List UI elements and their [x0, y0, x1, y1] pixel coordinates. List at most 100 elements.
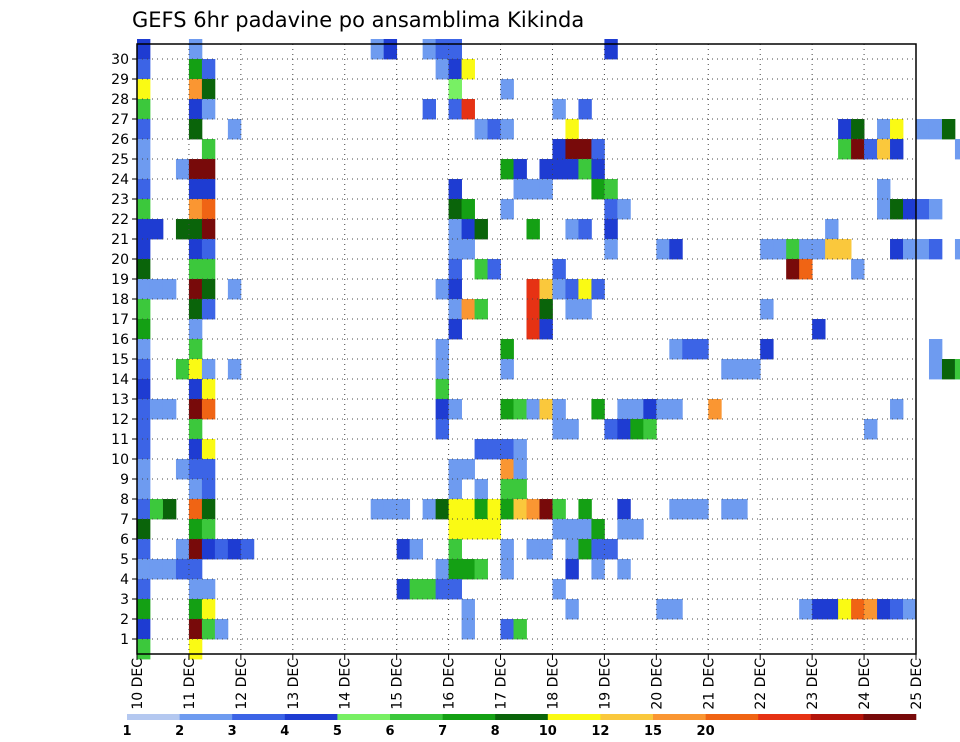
heatmap-cell: [188, 279, 203, 300]
heatmap-cell: [604, 199, 618, 220]
heatmap-cell: [201, 259, 216, 280]
heatmap-cell: [825, 599, 839, 620]
heatmap-cell: [435, 559, 449, 580]
heatmap-cell: [565, 299, 579, 320]
colorbar-label: 1: [122, 724, 131, 739]
heatmap-cell: [188, 79, 203, 100]
colorbar-label: 5: [333, 724, 342, 739]
heatmap-cell: [617, 559, 631, 580]
heatmap-cell: [461, 199, 475, 220]
heatmap-cell: [201, 179, 216, 200]
heatmap-cell: [188, 39, 203, 60]
heatmap-cell: [552, 499, 566, 520]
colorbar-label: 20: [697, 724, 715, 739]
x-tick-label: 25 DEC: [909, 658, 925, 710]
heatmap-cell: [526, 319, 540, 340]
heatmap-cell: [500, 539, 514, 560]
heatmap-cell: [188, 259, 203, 280]
y-tick-label: 16: [111, 332, 129, 348]
heatmap-cell: [137, 59, 151, 80]
heatmap-cell: [630, 419, 644, 440]
heatmap-cell: [565, 599, 579, 620]
heatmap-cell: [448, 459, 462, 480]
heatmap-cell: [903, 599, 917, 620]
heatmap-cell: [669, 599, 683, 620]
y-tick-label: 7: [120, 512, 129, 528]
heatmap-cell: [461, 299, 475, 320]
heatmap-cell: [137, 119, 151, 140]
heatmap-cell: [448, 239, 462, 260]
heatmap-cell: [928, 199, 943, 220]
heatmap-cell: [513, 619, 527, 640]
heatmap-cell: [137, 559, 151, 580]
heatmap-cell: [669, 239, 683, 260]
heatmap-cell: [747, 359, 761, 380]
heatmap-cell: [851, 599, 865, 620]
heatmap-cell: [812, 599, 826, 620]
heatmap-cell: [630, 399, 644, 420]
heatmap-cell: [461, 519, 475, 540]
colorbar-segment: [653, 714, 706, 720]
heatmap-cell: [149, 499, 164, 520]
heatmap-cell: [137, 439, 151, 460]
heatmap-cell: [201, 79, 216, 100]
heatmap-cell: [448, 199, 462, 220]
heatmap-cell: [227, 539, 242, 560]
heatmap-cell: [916, 239, 930, 260]
heatmap-cell: [851, 119, 865, 140]
heatmap-cell: [941, 119, 956, 140]
y-axis-ticks: 1234567891011121314151617181920212223242…: [111, 52, 137, 648]
heatmap-cell: [461, 499, 475, 520]
x-tick-label: 17 DEC: [494, 658, 510, 710]
heatmap-cell: [500, 499, 514, 520]
heatmap-cell: [201, 139, 216, 160]
heatmap-cell: [954, 359, 960, 380]
heatmap-cell: [695, 339, 709, 360]
heatmap-cell: [435, 379, 449, 400]
heatmap-cell: [656, 239, 670, 260]
heatmap-cell: [188, 619, 203, 640]
heatmap-cell: [448, 399, 462, 420]
colorbar-segment: [284, 714, 338, 720]
heatmap-cell: [201, 579, 216, 600]
colorbar: 1 2 3 4 5 6 7 8 10 12 15 20: [122, 714, 917, 739]
colorbar-segment: [232, 714, 286, 720]
colorbar-label: 3: [228, 724, 237, 739]
heatmap-cell: [552, 259, 566, 280]
heatmap-cell: [513, 499, 527, 520]
heatmap-cell: [825, 219, 839, 240]
y-tick-label: 15: [111, 352, 129, 368]
heatmap-cell: [137, 219, 151, 240]
heatmap-cell: [137, 519, 151, 540]
heatmap-cell: [137, 39, 151, 60]
y-tick-label: 24: [111, 172, 129, 188]
heatmap-cell: [201, 219, 216, 240]
heatmap-cell: [526, 279, 540, 300]
heatmap-cell: [162, 559, 177, 580]
heatmap-cell: [435, 499, 449, 520]
heatmap-cell: [396, 539, 411, 560]
heatmap-cell: [188, 359, 203, 380]
heatmap-cell: [539, 319, 553, 340]
heatmap-cell: [928, 119, 943, 140]
heatmap-cell: [137, 399, 151, 420]
heatmap-cell: [890, 139, 904, 160]
y-tick-label: 27: [111, 112, 129, 128]
y-tick-label: 3: [120, 592, 129, 608]
heatmap-cell: [708, 399, 722, 420]
heatmap-cell: [137, 79, 151, 100]
heatmap-cell: [928, 359, 943, 380]
heatmap-cell: [396, 579, 411, 600]
heatmap-cell: [539, 299, 553, 320]
heatmap-cell: [513, 439, 527, 460]
heatmap-cell: [201, 439, 216, 460]
heatmap-cell: [903, 199, 917, 220]
heatmap-cell: [370, 499, 385, 520]
heatmap-cell: [435, 339, 449, 360]
colorbar-segment: [495, 714, 549, 720]
heatmap-cell: [201, 619, 216, 640]
heatmap-cell: [591, 179, 605, 200]
heatmap-cell: [201, 239, 216, 260]
heatmap-cell: [149, 559, 164, 580]
